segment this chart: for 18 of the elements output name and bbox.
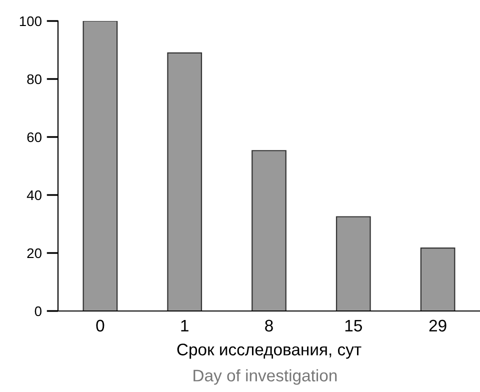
y-tick-label: 40 bbox=[26, 190, 42, 200]
y-tick-label: 80 bbox=[27, 74, 42, 84]
x-tick-label: 15 bbox=[345, 320, 362, 332]
text: Day of investigation bbox=[194, 369, 337, 385]
x-tick-label: 29 bbox=[429, 320, 446, 332]
y-tick-label: 60 bbox=[27, 132, 42, 142]
x-axis-title: Срок исследования, сут bbox=[177, 344, 362, 359]
bar bbox=[420, 248, 456, 311]
x-tick-label: 8 bbox=[265, 320, 273, 332]
bar bbox=[167, 52, 202, 311]
y-tick-label: 0 bbox=[34, 306, 42, 316]
bar bbox=[82, 21, 118, 311]
y-tick-label: 100 bbox=[20, 16, 42, 26]
bar bbox=[252, 150, 286, 311]
x-tick-label: 0 bbox=[96, 320, 104, 332]
y-tick-label: 20 bbox=[27, 248, 42, 258]
x-tick-label: 1 bbox=[181, 320, 188, 332]
bar bbox=[336, 216, 371, 311]
